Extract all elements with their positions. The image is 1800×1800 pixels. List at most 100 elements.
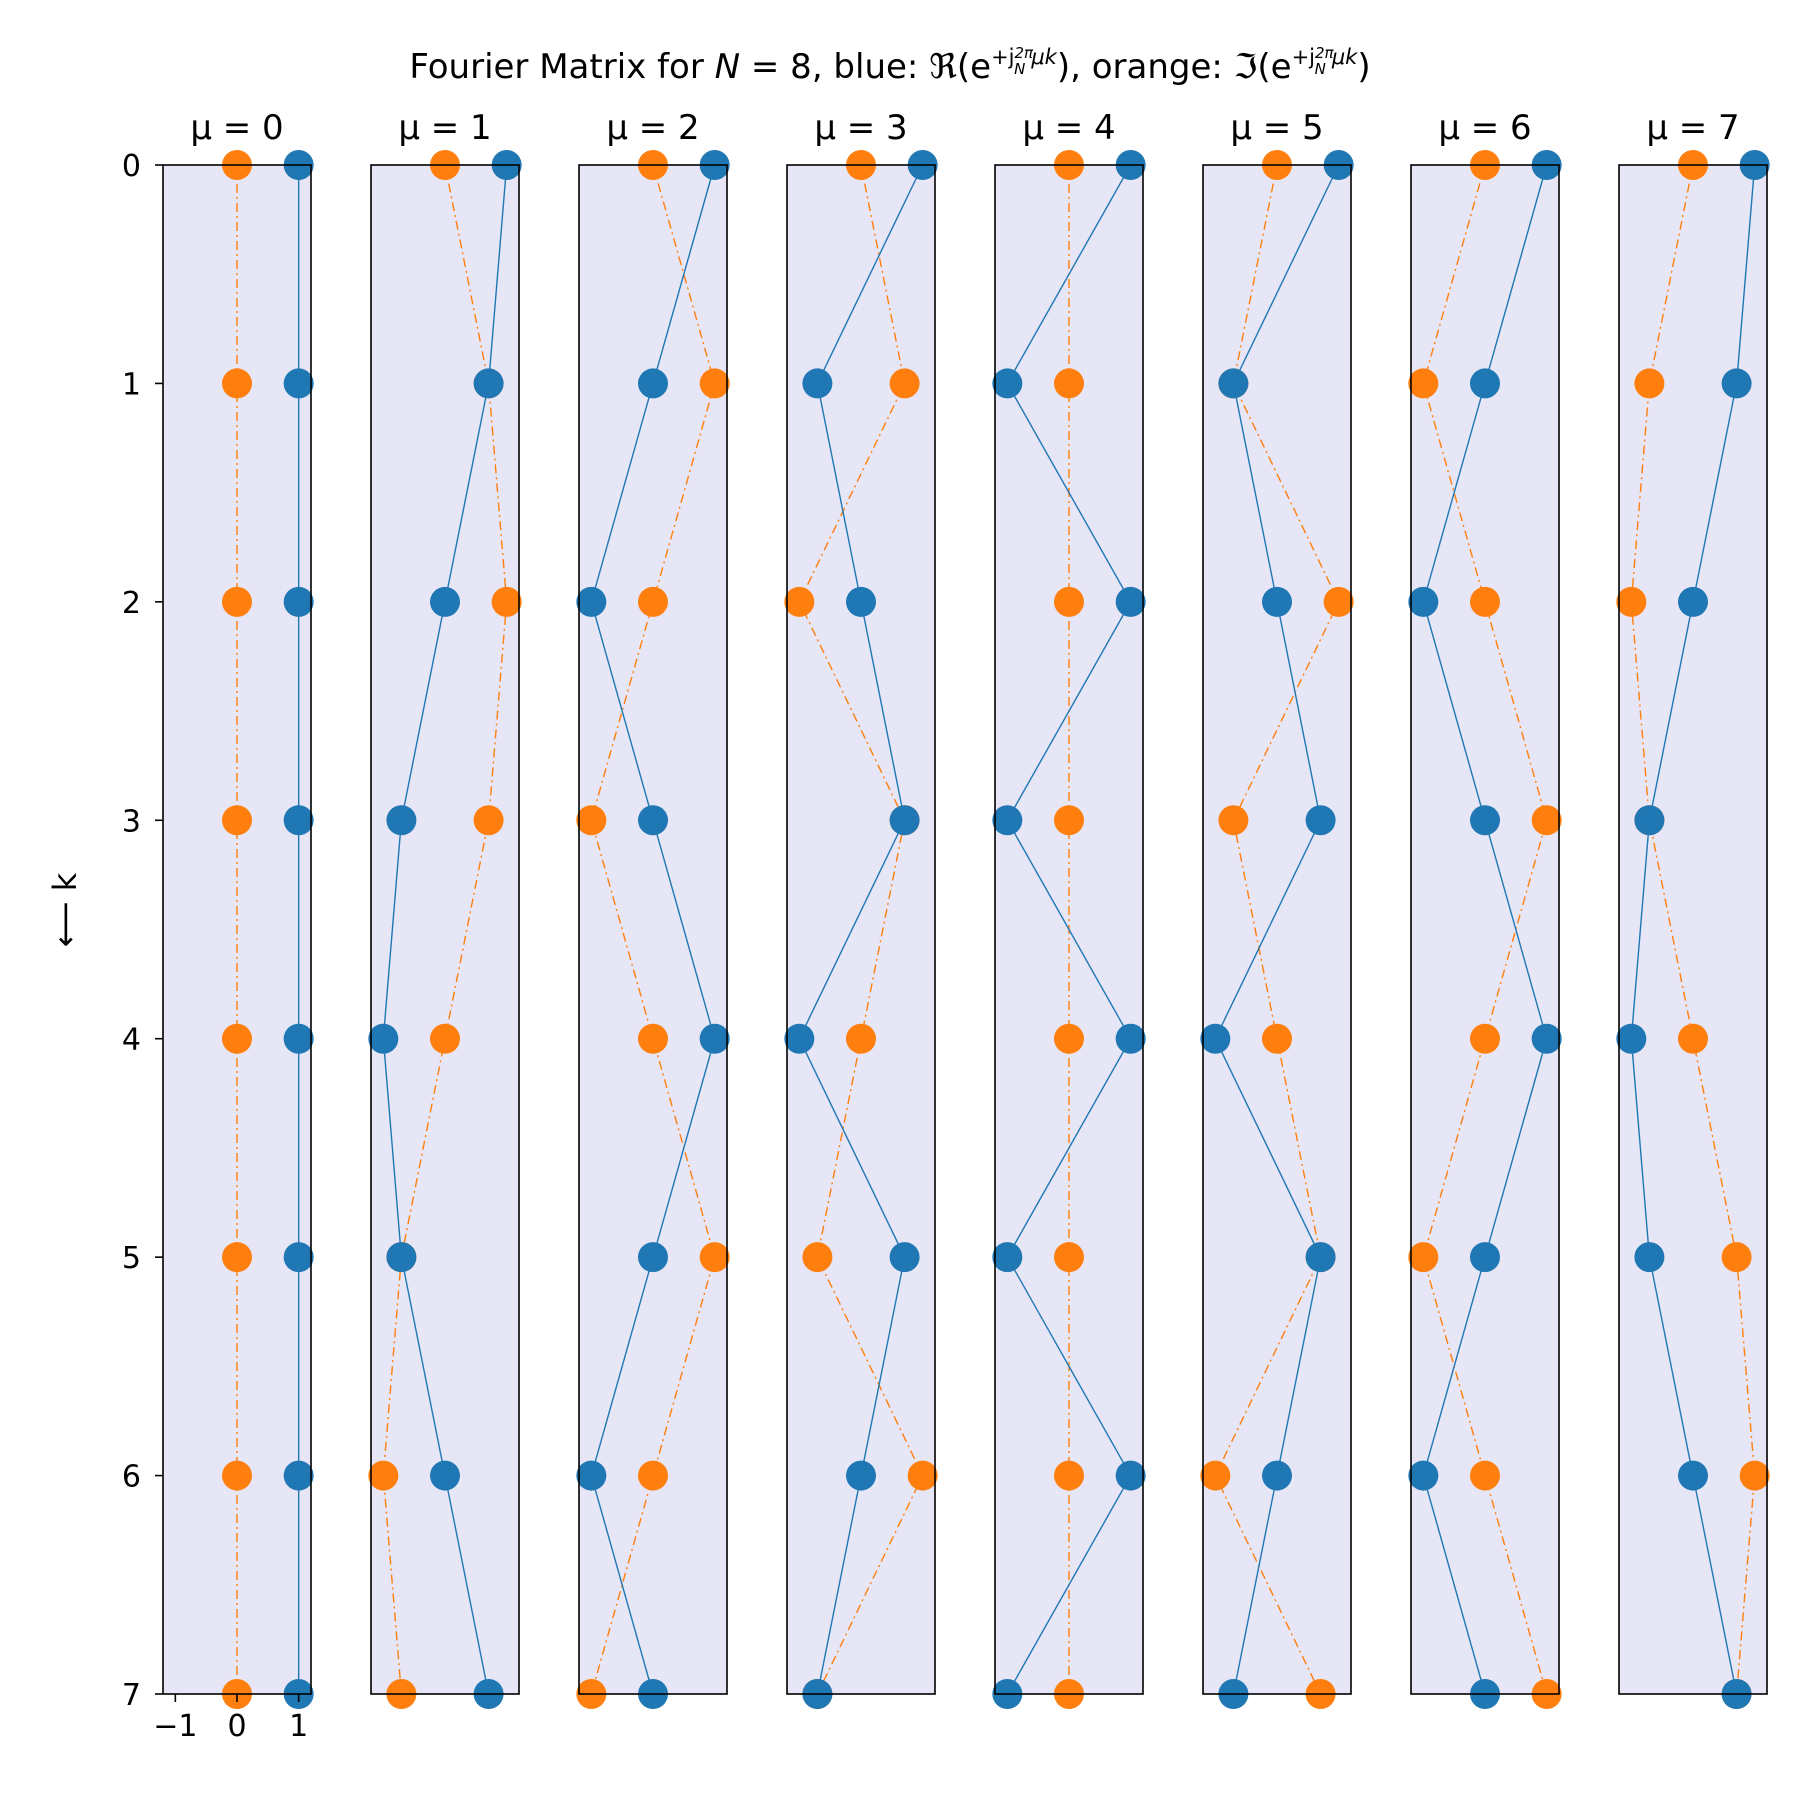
panel-title-mu-7: μ = 7: [1646, 108, 1739, 148]
real-point-mu-2-k-4: [699, 1023, 730, 1054]
real-point-mu-7-k-5: [1634, 1242, 1665, 1273]
imag-point-mu-1-k-3: [473, 805, 504, 836]
panel-background: [579, 165, 727, 1694]
y-tick-label-5: 5: [122, 1241, 141, 1276]
title-imag-symbol: ℑ: [1234, 47, 1258, 87]
imag-point-mu-7-k-1: [1634, 368, 1665, 399]
real-point-mu-0-k-5: [283, 1242, 314, 1273]
real-point-mu-7-k-1: [1721, 368, 1752, 399]
imag-point-mu-5-k-2: [1323, 586, 1354, 617]
real-point-mu-2-k-1: [638, 368, 668, 399]
real-point-mu-0-k-3: [283, 805, 314, 836]
imag-point-mu-5-k-6: [1200, 1460, 1231, 1491]
real-point-mu-3-k-3: [889, 805, 920, 836]
real-point-mu-6-k-1: [1470, 368, 1500, 399]
imag-point-mu-4-k-2: [1054, 586, 1084, 617]
panel-frame: [994, 164, 1144, 1695]
real-point-mu-5-k-4: [1200, 1023, 1231, 1054]
real-point-mu-0-k-1: [283, 368, 314, 399]
real-point-mu-7-k-6: [1678, 1460, 1708, 1491]
title-frac-den-2: N: [1315, 60, 1326, 78]
y-tick-label-2: 2: [122, 586, 141, 621]
imag-point-mu-0-k-5: [222, 1242, 252, 1273]
panel-frame: [1410, 164, 1560, 1695]
real-point-mu-5-k-1: [1218, 368, 1249, 399]
real-point-mu-0-k-6: [283, 1460, 314, 1491]
real-point-mu-3-k-1: [802, 368, 833, 399]
real-point-mu-1-k-6: [430, 1460, 460, 1491]
imag-line-mu-5: [1214, 164, 1340, 1695]
real-point-mu-6-k-6: [1408, 1460, 1439, 1491]
title-close-end: ): [1357, 47, 1370, 87]
imag-point-mu-4-k-1: [1054, 368, 1084, 399]
title-frac-den: N: [1014, 60, 1025, 78]
real-point-mu-4-k-4: [1115, 1023, 1146, 1054]
imag-point-mu-2-k-4: [638, 1023, 668, 1054]
panel-title-mu-6: μ = 6: [1438, 108, 1531, 148]
x-tick-label-1: 0: [227, 1709, 246, 1744]
imag-point-mu-5-k-4: [1262, 1023, 1292, 1054]
real-point-mu-6-k-5: [1470, 1242, 1500, 1273]
real-point-mu-3-k-6: [846, 1460, 876, 1491]
panel-background: [1411, 165, 1559, 1694]
real-line-mu-3: [798, 164, 924, 1695]
y-tick-label-6: 6: [122, 1460, 141, 1495]
title-frac-num-2: 2π: [1315, 44, 1335, 62]
panel-background: [1203, 165, 1351, 1694]
panel-frame: [578, 164, 728, 1695]
panel-title-mu-2: μ = 2: [606, 108, 699, 148]
figure-title: Fourier Matrix for N = 8, blue: ℜ(e+j2π N…: [409, 44, 1370, 87]
panel-title-mu-4: μ = 4: [1022, 108, 1115, 148]
imag-point-mu-6-k-6: [1470, 1460, 1500, 1491]
imag-point-mu-0-k-2: [222, 586, 252, 617]
title-n-equals: = 8, blue:: [740, 47, 929, 87]
title-exp-rest-2: μk: [1331, 45, 1358, 69]
real-point-mu-0-k-4: [283, 1023, 314, 1054]
imag-point-mu-2-k-2: [638, 586, 668, 617]
x-tick-label-2: 1: [289, 1709, 308, 1744]
panel-mu-5: μ = 5: [1200, 108, 1354, 1709]
real-point-mu-1-k-4: [368, 1023, 399, 1054]
imag-point-mu-6-k-4: [1470, 1023, 1500, 1054]
real-point-mu-7-k-2: [1678, 586, 1708, 617]
imag-point-mu-5-k-3: [1218, 805, 1249, 836]
y-tick-label-4: 4: [122, 1023, 141, 1058]
title-exp-open: (e: [957, 47, 991, 87]
imag-point-mu-7-k-5: [1721, 1242, 1752, 1273]
imag-point-mu-6-k-3: [1531, 805, 1562, 836]
imag-point-mu-2-k-3: [576, 805, 607, 836]
imag-point-mu-6-k-1: [1408, 368, 1439, 399]
real-point-mu-2-k-6: [576, 1460, 607, 1491]
imag-point-mu-2-k-5: [699, 1242, 730, 1273]
real-point-mu-1-k-2: [430, 586, 460, 617]
real-line-mu-2: [590, 164, 716, 1695]
imag-point-mu-4-k-6: [1054, 1460, 1084, 1491]
panel-frame: [1202, 164, 1352, 1695]
panel-title-mu-5: μ = 5: [1230, 108, 1323, 148]
real-point-mu-4-k-3: [992, 805, 1023, 836]
real-point-mu-3-k-2: [846, 586, 876, 617]
y-tick-label-3: 3: [122, 804, 141, 839]
real-point-mu-6-k-3: [1470, 805, 1500, 836]
y-axis-label: ⟵ k: [46, 872, 84, 947]
title-exp-rest: μk: [1030, 45, 1057, 69]
imag-point-mu-2-k-6: [638, 1460, 668, 1491]
panel-title-mu-1: μ = 1: [398, 108, 491, 148]
title-exp-sign-2: +j: [1292, 45, 1315, 69]
real-point-mu-3-k-5: [889, 1242, 920, 1273]
imag-point-mu-3-k-5: [802, 1242, 833, 1273]
imag-point-mu-1-k-2: [491, 586, 522, 617]
panel-background: [787, 165, 935, 1694]
imag-point-mu-7-k-2: [1616, 586, 1647, 617]
real-line-mu-5: [1214, 164, 1340, 1695]
panel-mu-2: μ = 2: [576, 108, 730, 1709]
real-point-mu-7-k-4: [1616, 1023, 1647, 1054]
real-point-mu-3-k-4: [784, 1023, 815, 1054]
panel-background: [1619, 165, 1767, 1694]
imag-point-mu-3-k-4: [846, 1023, 876, 1054]
panel-frame: [1618, 164, 1768, 1695]
imag-point-mu-1-k-6: [368, 1460, 399, 1491]
real-point-mu-1-k-3: [386, 805, 417, 836]
real-point-mu-7-k-3: [1634, 805, 1665, 836]
title-n-variable: N: [715, 47, 740, 87]
